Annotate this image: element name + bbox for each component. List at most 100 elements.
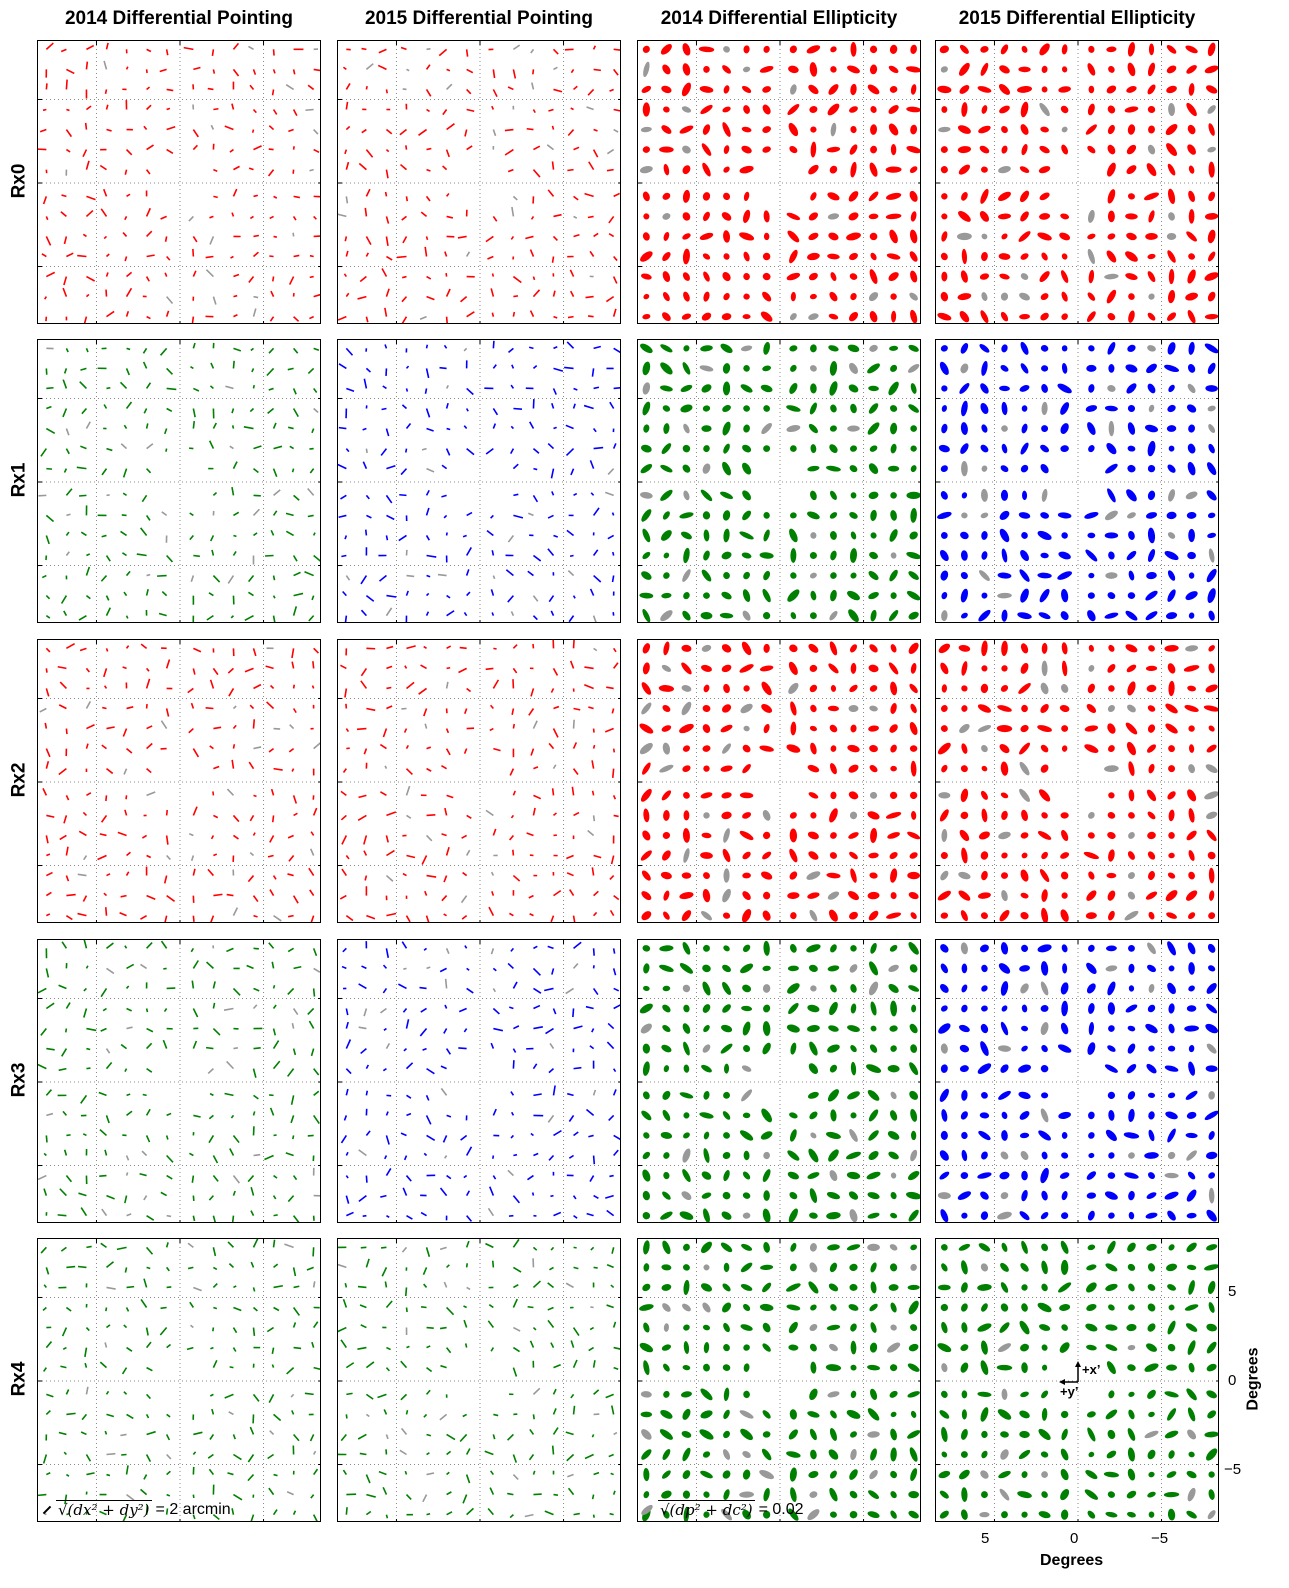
ellipticity-glyph-flagged — [1000, 292, 1009, 301]
pointing-vector — [106, 1473, 111, 1477]
ellipticity-glyph — [830, 46, 837, 53]
ellipticity-glyph — [910, 703, 917, 714]
ellipticity-glyph — [1060, 105, 1069, 114]
ellipticity-glyph — [870, 827, 878, 843]
ellipticity-glyph — [742, 1112, 751, 1119]
pointing-vector-flagged — [85, 700, 92, 709]
ellipticity-glyph — [867, 1089, 880, 1101]
pointing-vector — [359, 275, 367, 283]
ellipticity-glyph — [1041, 86, 1048, 93]
pointing-vector — [358, 794, 367, 799]
ellipticity-glyph — [743, 1390, 750, 1399]
ellipticity-glyph — [980, 912, 988, 920]
ellipticity-glyph — [701, 569, 712, 582]
ellipticity-glyph — [703, 592, 710, 599]
ellipticity-glyph-flagged — [659, 764, 674, 773]
ellipticity-glyph — [869, 445, 878, 452]
ellipticity-glyph — [890, 1491, 897, 1499]
ellipticity-glyph — [723, 1170, 730, 1182]
ellipticity-glyph-flagged — [809, 909, 818, 922]
pointing-vector — [146, 48, 152, 53]
pointing-vector — [60, 1365, 67, 1369]
panel-plot — [38, 940, 320, 1222]
pointing-vector — [401, 404, 408, 410]
pointing-vector — [146, 230, 153, 238]
pointing-vector — [405, 448, 408, 453]
pointing-vector — [161, 591, 168, 597]
ellipticity-glyph — [682, 165, 691, 175]
pointing-vector — [340, 790, 347, 797]
pointing-vector — [293, 254, 300, 258]
pointing-vector — [292, 1307, 300, 1316]
ellipticity-glyph — [1207, 42, 1216, 57]
pointing-vector — [46, 1047, 55, 1051]
pointing-vector — [529, 1340, 535, 1348]
ellipticity-glyph — [939, 1088, 949, 1102]
ellipticity-glyph — [826, 465, 841, 472]
pointing-vector — [273, 1473, 278, 1477]
pointing-vector — [250, 1186, 255, 1196]
pointing-vector — [513, 1283, 519, 1289]
pointing-vector — [126, 1007, 133, 1012]
ellipticity-glyph — [809, 105, 818, 113]
ellipticity-glyph — [702, 1324, 711, 1331]
ellipticity-glyph — [1164, 645, 1179, 652]
pointing-vector — [342, 1298, 348, 1308]
pointing-vector — [287, 947, 295, 953]
ellipticity-glyph — [1059, 232, 1071, 241]
pointing-vector — [607, 1022, 615, 1030]
ellipticity-glyph — [789, 944, 797, 953]
pointing-vector — [405, 744, 409, 749]
ellipticity-glyph — [722, 1111, 731, 1120]
ellipticity-glyph-flagged — [960, 363, 969, 374]
ellipticity-glyph — [642, 1211, 651, 1220]
ellipticity-glyph — [642, 1190, 651, 1201]
pointing-vector-flagged — [365, 63, 374, 71]
pointing-vector — [101, 534, 107, 538]
ellipticity-glyph — [1206, 568, 1217, 583]
pointing-vector — [418, 687, 428, 695]
ellipticity-glyph — [1041, 907, 1049, 922]
ellipticity-glyph — [1126, 144, 1137, 155]
panel-rx3-4 — [935, 939, 1219, 1223]
ellipticity-glyph — [829, 852, 838, 859]
panel-rx0-2 — [337, 40, 621, 324]
pointing-vector — [146, 144, 154, 151]
pointing-vector — [570, 1393, 575, 1399]
ellipticity-glyph — [866, 1064, 882, 1073]
ellipticity-glyph-flagged — [742, 1212, 751, 1219]
ellipticity-glyph-flagged — [1001, 425, 1008, 432]
ellipticity-glyph — [1021, 1045, 1028, 1052]
ellipticity-glyph — [1203, 705, 1218, 712]
ellipticity-glyph — [1106, 85, 1117, 94]
pointing-vector — [232, 188, 238, 197]
pointing-vector-flagged — [573, 215, 578, 219]
ellipticity-glyph — [826, 1212, 841, 1220]
pointing-vector — [189, 1301, 195, 1308]
ellipticity-glyph — [1060, 982, 1069, 995]
pointing-vector — [273, 1413, 282, 1422]
ellipticity-glyph — [722, 1364, 731, 1371]
ellipticity-glyph — [1128, 530, 1135, 540]
ellipticity-glyph — [807, 1411, 820, 1418]
pointing-vector — [124, 256, 128, 262]
pointing-vector — [43, 1152, 47, 1157]
pointing-vector — [146, 1214, 155, 1221]
ellipticity-glyph — [703, 529, 710, 542]
ellipticity-glyph — [961, 685, 968, 692]
ellipticity-glyph-flagged — [1107, 385, 1116, 392]
ellipticity-glyph — [1206, 85, 1218, 94]
pointing-vector — [385, 494, 393, 504]
ellipticity-glyph — [908, 642, 919, 654]
pointing-vector — [193, 1114, 201, 1118]
ellipticity-glyph — [889, 1390, 898, 1398]
ellipticity-glyph — [763, 445, 771, 452]
pointing-vector — [293, 1346, 302, 1350]
pointing-vector — [76, 466, 87, 470]
pointing-vector-flagged — [606, 148, 615, 155]
ellipticity-glyph — [808, 272, 818, 281]
pointing-vector-flagged — [187, 1242, 194, 1248]
pointing-vector — [166, 1286, 172, 1289]
pointing-vector — [344, 149, 348, 155]
pointing-vector — [44, 296, 48, 300]
